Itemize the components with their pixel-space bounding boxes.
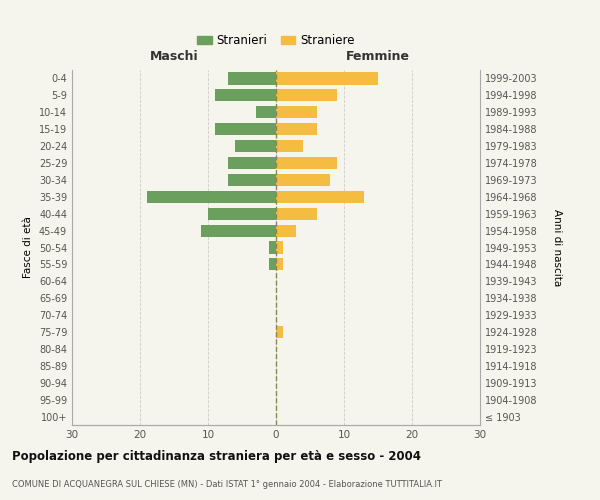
Bar [276, 157, 337, 169]
Bar [256, 106, 276, 118]
Bar [276, 140, 303, 152]
Text: Femmine: Femmine [346, 50, 410, 63]
Bar [276, 190, 364, 203]
Text: Popolazione per cittadinanza straniera per età e sesso - 2004: Popolazione per cittadinanza straniera p… [12, 450, 421, 463]
Bar [276, 123, 317, 136]
Bar [276, 174, 331, 186]
Bar [235, 140, 276, 152]
Bar [276, 90, 337, 102]
Bar [276, 326, 283, 338]
Legend: Stranieri, Straniere: Stranieri, Straniere [193, 30, 359, 52]
Bar [276, 258, 283, 270]
Text: Maschi: Maschi [149, 50, 199, 63]
Bar [229, 72, 276, 85]
Bar [269, 242, 276, 254]
Y-axis label: Fasce di età: Fasce di età [23, 216, 33, 278]
Bar [201, 224, 276, 236]
Bar [215, 90, 276, 102]
Y-axis label: Anni di nascita: Anni di nascita [551, 209, 562, 286]
Bar [215, 123, 276, 136]
Bar [229, 157, 276, 169]
Bar [276, 106, 317, 118]
Bar [269, 258, 276, 270]
Bar [276, 72, 378, 85]
Bar [147, 190, 276, 203]
Bar [229, 174, 276, 186]
Bar [276, 208, 317, 220]
Text: COMUNE DI ACQUANEGRA SUL CHIESE (MN) - Dati ISTAT 1° gennaio 2004 - Elaborazione: COMUNE DI ACQUANEGRA SUL CHIESE (MN) - D… [12, 480, 442, 489]
Bar [208, 208, 276, 220]
Bar [276, 242, 283, 254]
Bar [276, 224, 296, 236]
